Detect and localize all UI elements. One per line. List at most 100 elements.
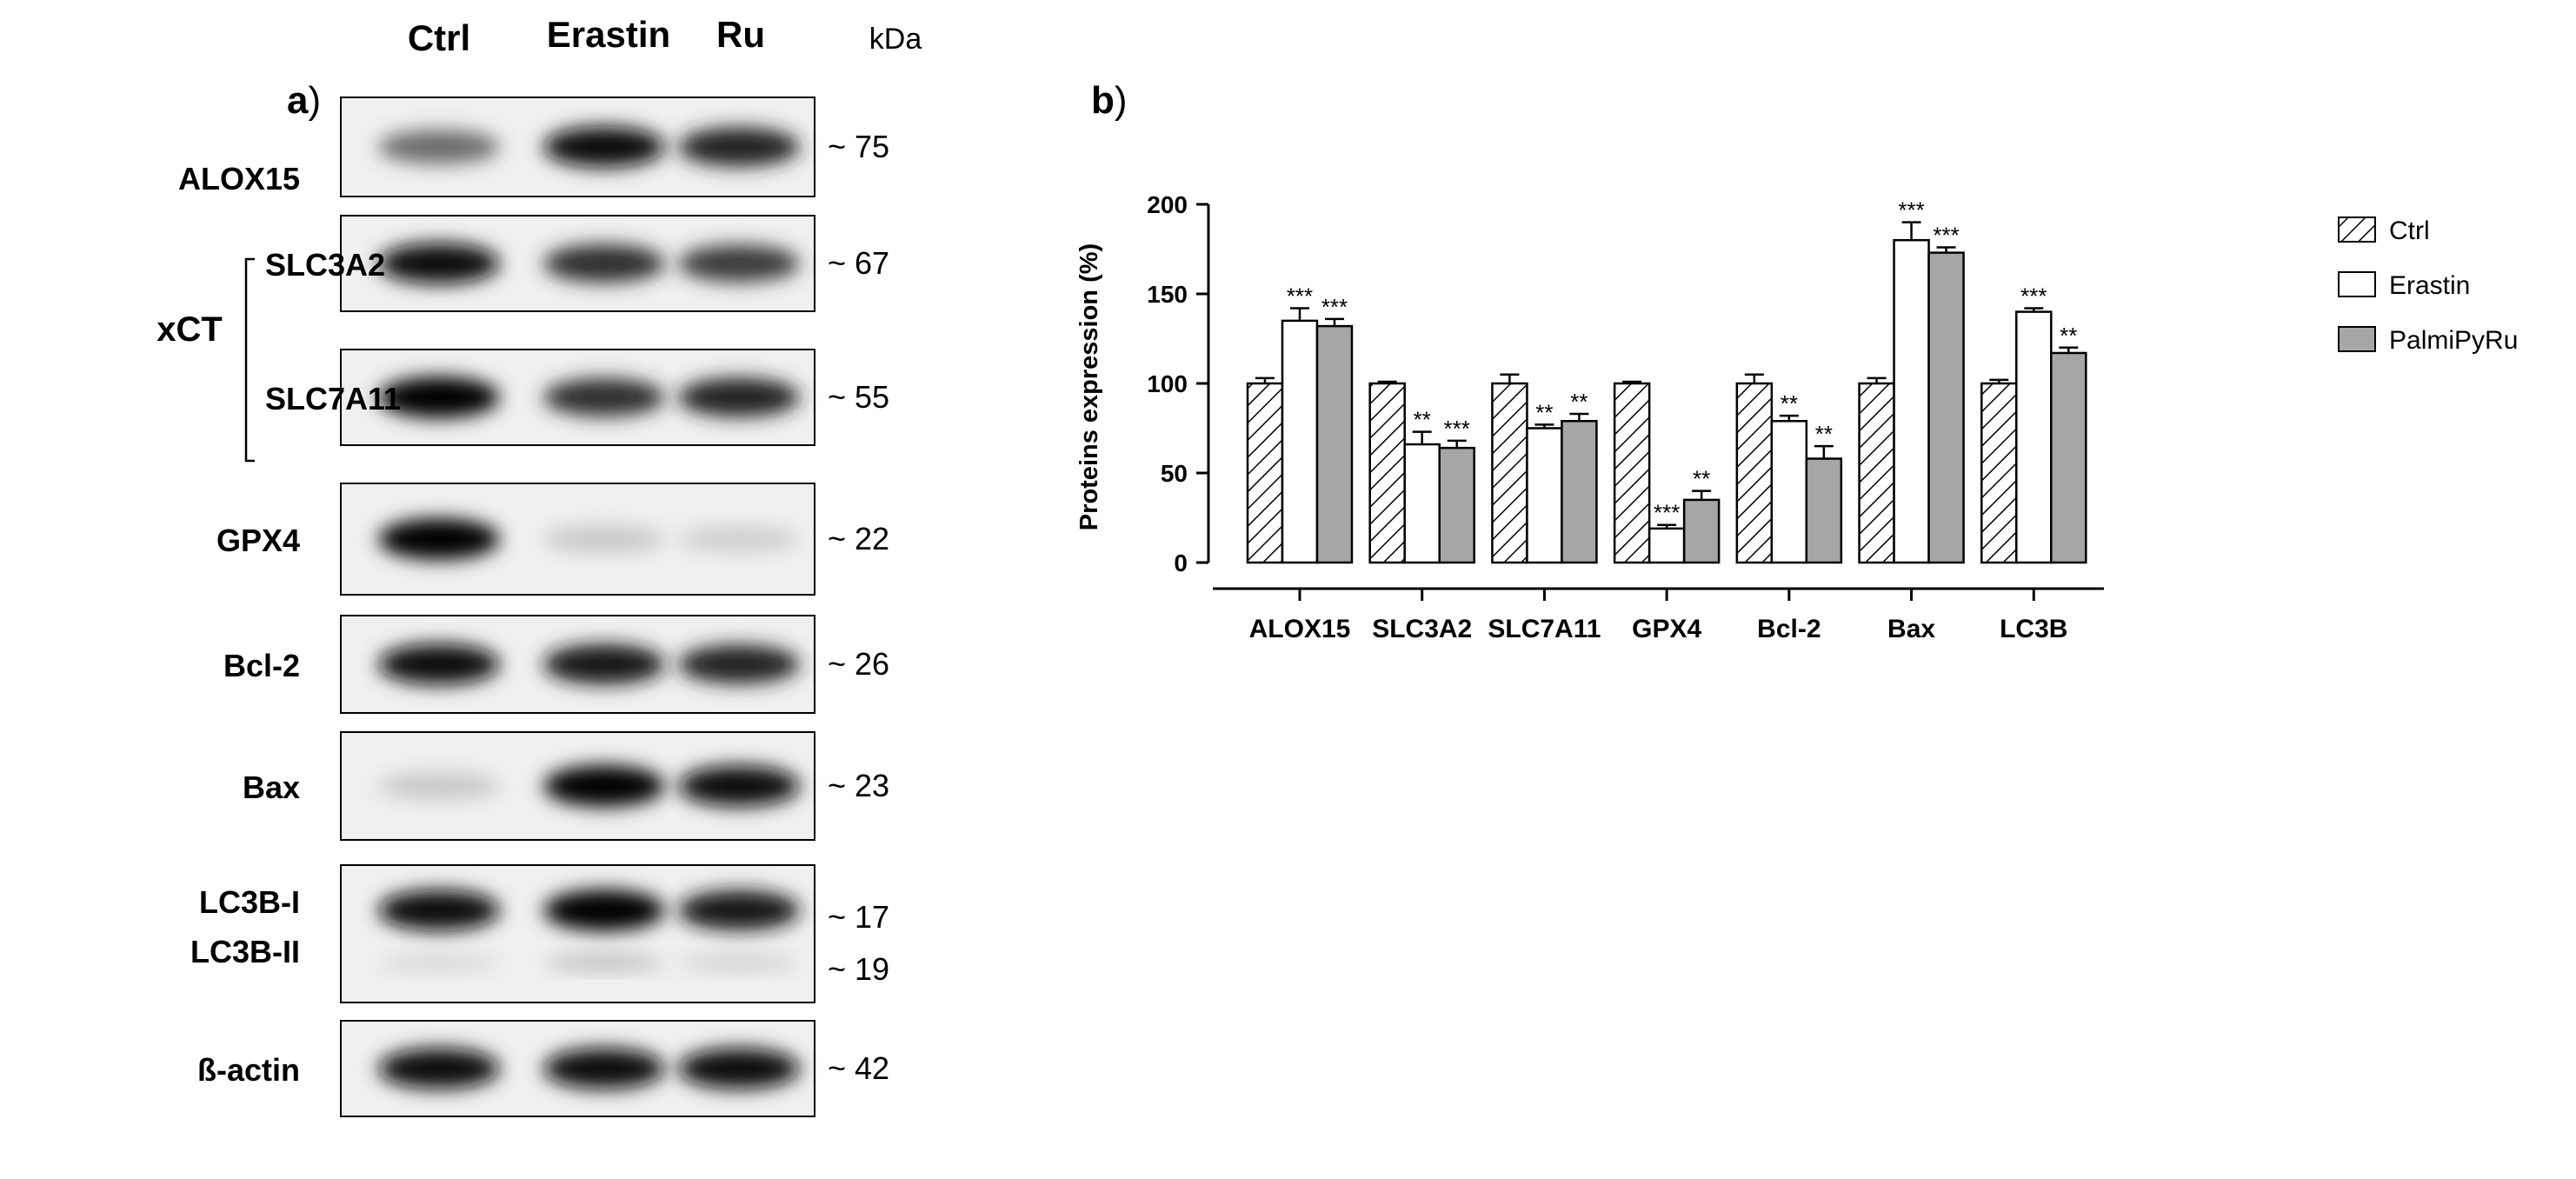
bar-erastin-bax [1893,238,1930,564]
bar-palmipyru-lc3b [2050,351,2087,564]
protein-label-gpx4: GPX4 [216,523,300,558]
band-slc3a2-lane-2 [543,244,665,283]
protein-label-slc3a2: SLC3A2 [265,247,385,283]
significance-label: *** [1287,283,1313,309]
blot-strips: ALOX15 ~ 75 SLC3A2 ~ 67 SLC7A11 ~ 55 GPX4 ~ 22 B… [178,97,889,1117]
xct-bracket [244,257,255,463]
band-slc3a2-lane-1 [378,243,500,284]
kda-marker-slc7a11: ~ 55 [828,379,889,415]
band-gpx4-lane-2 [543,525,665,553]
bar-palmipyru-slc7a11 [1561,420,1598,564]
xct-group-label: xCT [156,310,223,349]
panel-a-label: a) [287,79,321,122]
bar-palmipyru-slc3a2 [1438,446,1475,564]
significance-label: *** [1654,500,1680,526]
bar-erastin-slc7a11 [1526,427,1563,564]
significance-label: ** [1781,390,1798,416]
blot-strip-lc3b-i [340,864,815,1003]
significance-label: ** [1570,389,1588,415]
band-bax-lane-3 [678,765,800,807]
lane-label-erastin: Erastin [547,14,670,55]
band-lc3b-ii-lane-1 [380,955,498,970]
chart-axes: 0 50 100 150 200 ALOX15 SLC3A2 SLC7A11 GPX4 Bcl-2… [1147,191,2104,643]
band--actin-lane-1 [378,1048,500,1089]
y-tick-label: 100 [1147,370,1188,397]
western-blot-panel: a) Ctrl Erastin Ru kDa xCT ALOX15 ~ 75 SLC… [156,14,922,1117]
x-tick-label-lc3b: LC3B [2000,615,2067,643]
band-bcl-2-lane-2 [543,644,665,684]
y-tick-label: 50 [1161,460,1188,487]
bar-erastin-lc3b [2015,310,2053,564]
legend-swatch-palmipyru [2338,326,2376,352]
y-tick-label: 150 [1147,281,1188,308]
panel-b-label: b) [1091,79,1128,122]
kda-marker-alox15: ~ 75 [828,129,889,164]
band-slc7a11-lane-1 [378,376,500,418]
bar-palmipyru-alox15 [1315,324,1354,564]
band-alox15-lane-3 [678,127,800,167]
bar-ctrl-gpx4 [1613,382,1651,564]
band-slc7a11-lane-2 [543,378,665,416]
x-tick-label-bcl-2: Bcl-2 [1757,615,1821,643]
y-tick-label: 200 [1147,191,1188,218]
bar-ctrl-lc3b [1980,382,2018,564]
bar-ctrl-bax [1858,382,1895,564]
band-bax-lane-1 [378,772,500,800]
band-lc3b-ii-lane-2 [545,955,663,970]
legend-swatch-ctrl [2338,216,2376,243]
significance-label: ** [1535,399,1553,425]
bar-ctrl-bcl-2 [1735,382,1774,564]
legend-label-erastin: Erastin [2389,271,2470,300]
significance-label: ** [1815,421,1833,447]
bar-palmipyru-bax [1927,251,1965,564]
bar-ctrl-slc3a2 [1368,382,1406,564]
lane-label-ru: Ru [716,14,765,55]
kda-marker-gpx4: ~ 22 [828,521,889,556]
bar-erastin-alox15 [1281,319,1319,564]
bar-palmipyru-gpx4 [1682,498,1721,564]
band-lc3b-i-lane-3 [678,890,800,930]
x-tick-label-alox15: ALOX15 [1249,615,1351,643]
x-tick-label-gpx4: GPX4 [1632,615,1701,643]
band--actin-lane-2 [543,1048,665,1089]
protein-label-bcl-2: Bcl-2 [223,648,300,683]
x-tick-label-slc7a11: SLC7A11 [1488,615,1601,643]
kda-marker-slc3a2: ~ 67 [828,245,889,281]
band-alox15-lane-2 [543,126,665,168]
kda-marker--actin: ~ 42 [828,1050,889,1086]
x-tick-label-bax: Bax [1887,615,1935,643]
x-tick-label-slc3a2: SLC3A2 [1372,615,1472,643]
bar-erastin-bcl-2 [1770,420,1808,564]
band-lc3b-i-lane-1 [378,889,500,931]
kda-header: kDa [869,23,922,56]
significance-label: *** [1321,294,1348,320]
band-gpx4-lane-3 [678,525,800,553]
protein-label-alox15: ALOX15 [178,161,300,196]
bar-chart-panel: b) Proteins expression (%) 0 50 100 150 200 A… [1075,79,2518,643]
kda-marker-lc3b-ii: ~ 19 [828,951,889,987]
y-axis-title: Proteins expression (%) [1075,243,1103,530]
band-bcl-2-lane-1 [378,643,500,685]
band-bcl-2-lane-3 [678,644,800,684]
band-bax-lane-2 [543,765,665,807]
lane-label-ctrl: Ctrl [408,17,470,58]
significance-label: ** [1693,466,1710,492]
significance-label: *** [1933,222,1959,248]
band-slc3a2-lane-3 [678,244,800,283]
band-lc3b-ii-lane-3 [680,955,798,970]
kda-marker-bcl-2: ~ 26 [828,646,889,682]
protein-label-lc3b-i: LC3B-I [199,884,300,920]
protein-label--actin: ß-actin [197,1052,300,1088]
y-tick-label: 0 [1174,550,1188,576]
kda-marker-bax: ~ 23 [828,768,889,803]
bar-erastin-gpx4 [1647,527,1686,564]
significance-label: *** [1898,197,1924,223]
chart-legend: Ctrl Erastin PalmiPyRu [2338,216,2518,355]
band--actin-lane-3 [678,1048,800,1089]
significance-label: *** [1444,416,1470,442]
protein-label-bax: Bax [243,769,300,805]
bar-ctrl-slc7a11 [1491,382,1528,564]
kda-marker-lc3b-i: ~ 17 [828,899,889,935]
legend-swatch-erastin [2338,271,2376,297]
legend-label-palmipyru: PalmiPyRu [2389,326,2518,355]
